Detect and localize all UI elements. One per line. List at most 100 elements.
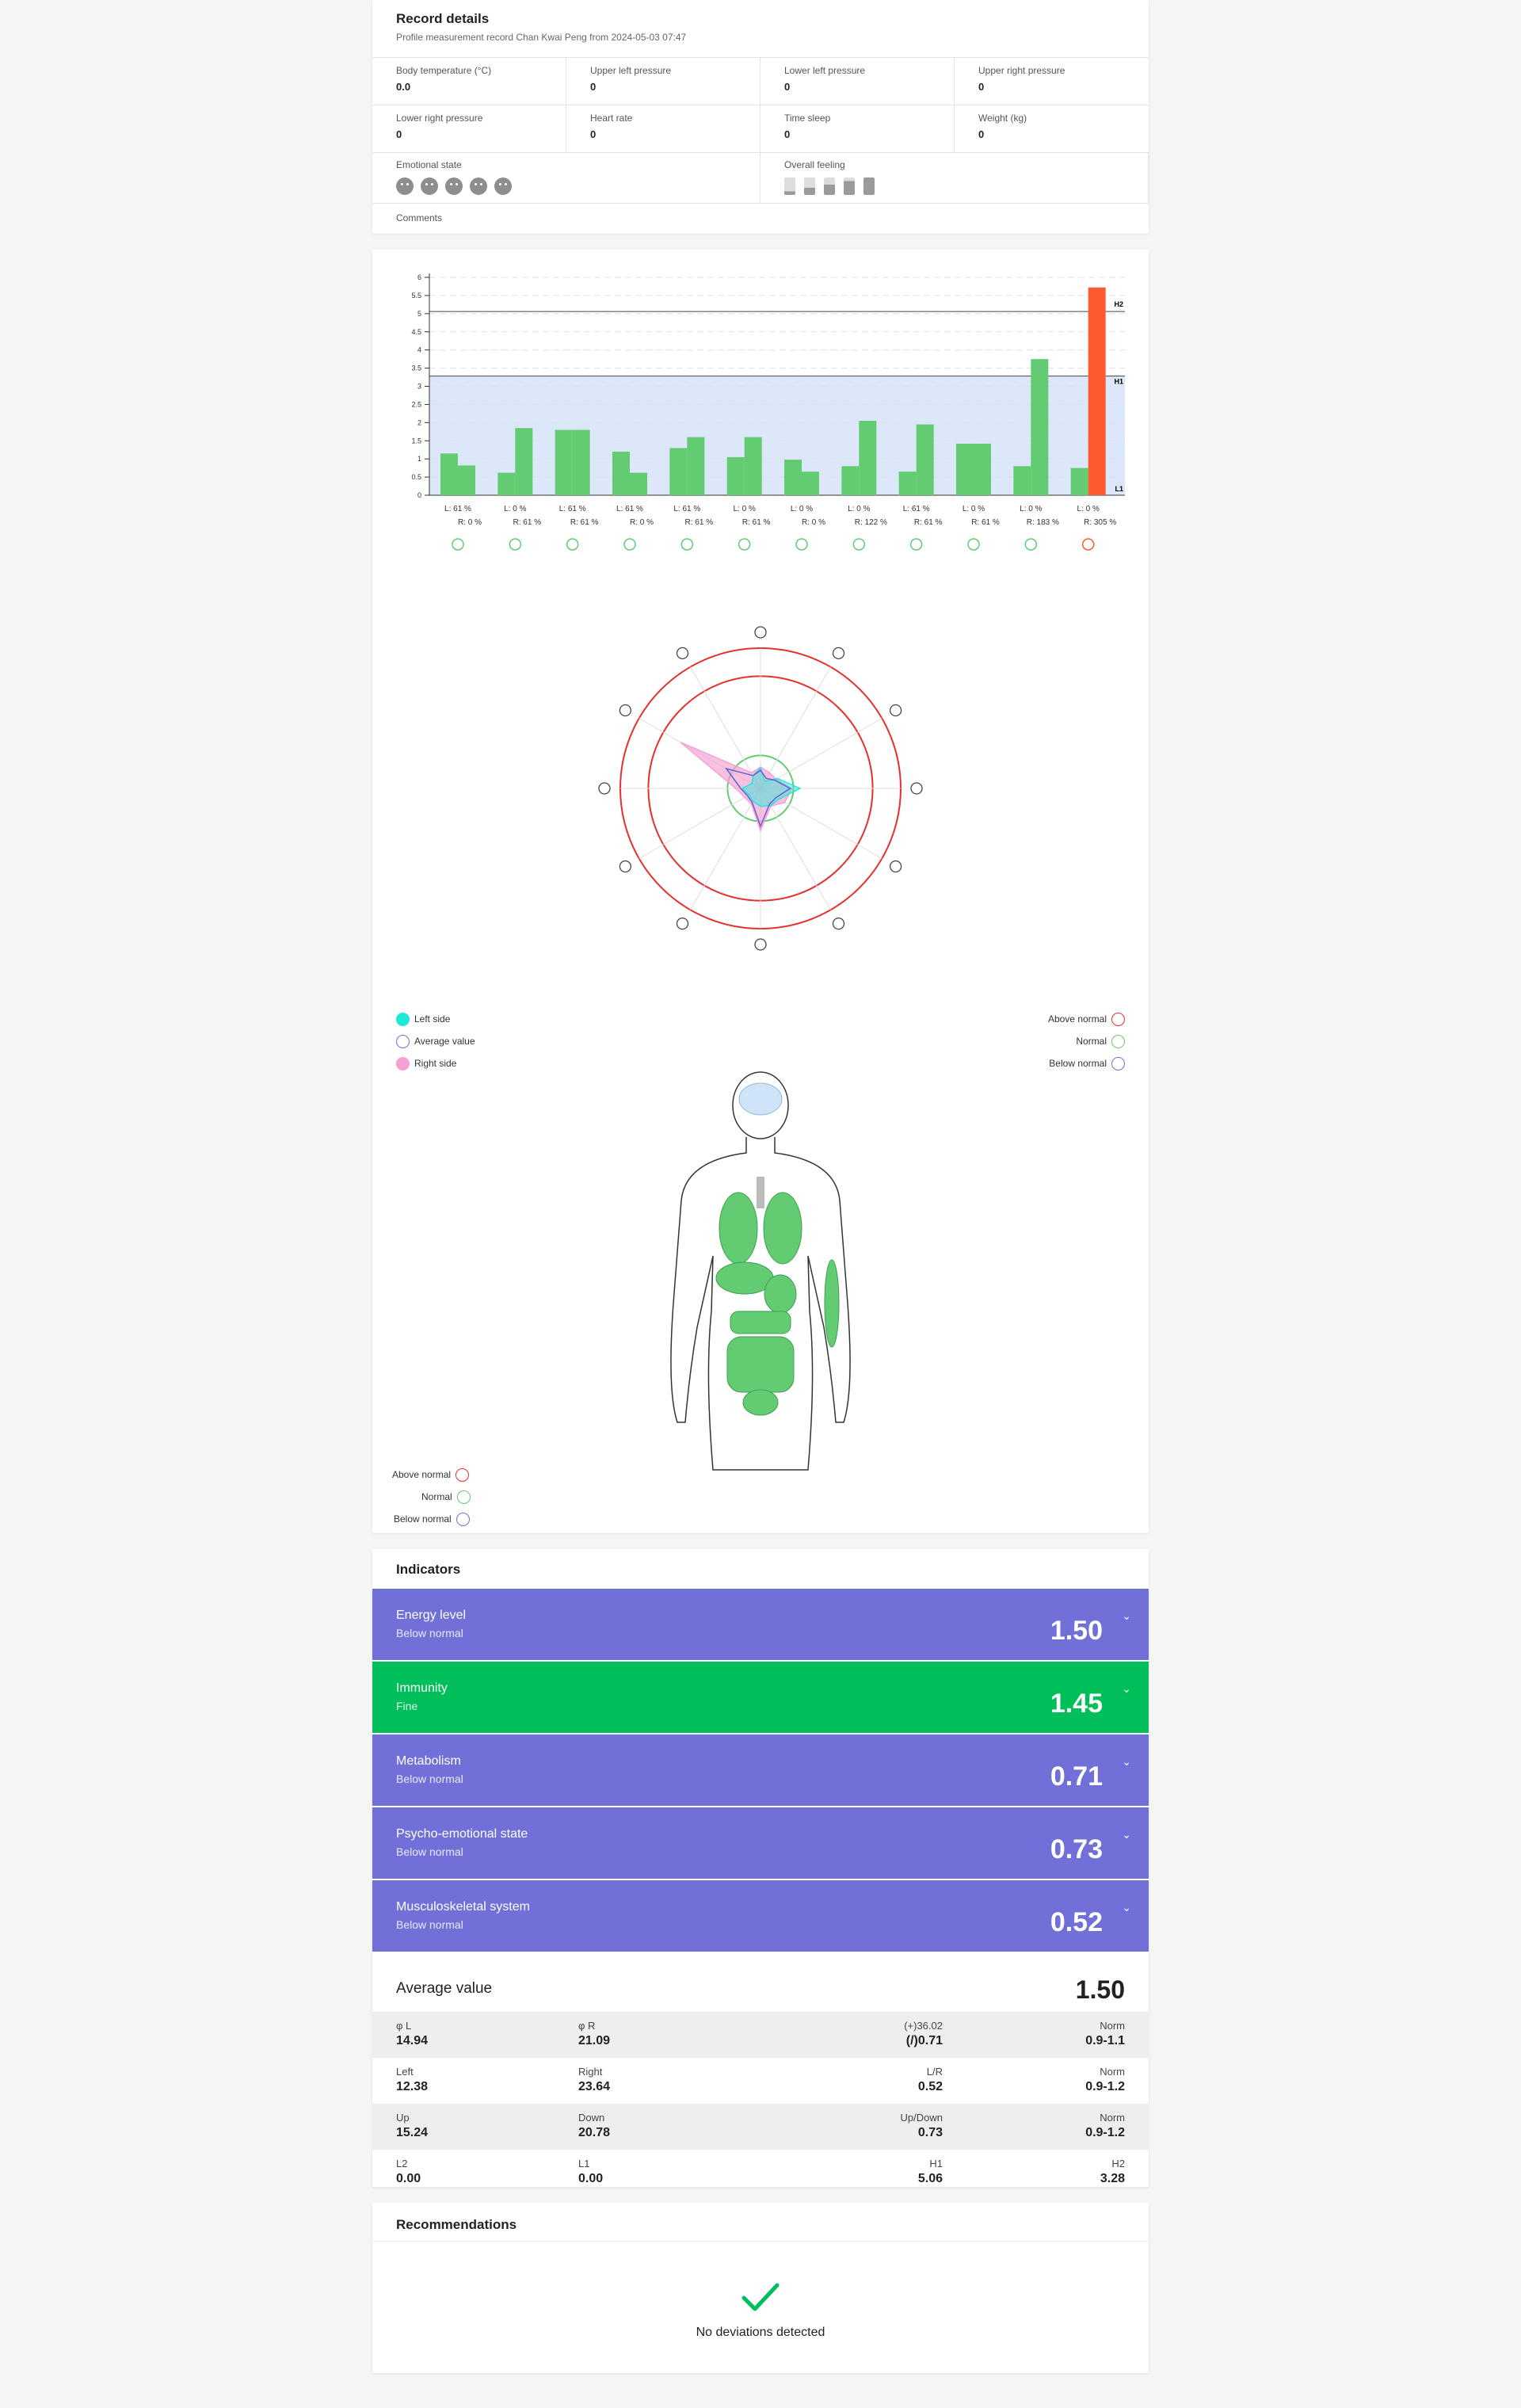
bar-right-colon — [744, 437, 762, 495]
y-tick-label: 6 — [417, 273, 421, 281]
battery-5-icon[interactable] — [863, 177, 875, 195]
bar-right-heart — [515, 428, 533, 495]
chevron-down-icon[interactable]: ⌄ — [1122, 1901, 1131, 1914]
field-weight: Weight (kg) 0 — [955, 105, 1149, 153]
y-tick-label: 0.5 — [411, 473, 421, 481]
bar-left-pancreas — [612, 452, 630, 495]
emotional-state: Emotional state — [372, 152, 760, 204]
indicator-musculoskeletal[interactable]: Musculoskeletal system Below normal 0.52 ⌄ — [372, 1880, 1149, 1952]
left-percent-label: L: 0 % — [1020, 505, 1042, 513]
radar-spoke — [760, 718, 882, 789]
stats-row-left-right: Left 12.38 Right 23.64 L/R 0.52 Norm 0.9-1.2 — [396, 2066, 1125, 2093]
stomach-organ-icon — [764, 1274, 797, 1314]
left-percent-label: L: 61 % — [903, 505, 930, 513]
y-tick-label: 1 — [417, 455, 421, 463]
left-percent-label: L: 0 % — [848, 505, 870, 513]
radar-organ-icon — [832, 917, 845, 930]
y-tick-label: 3 — [417, 383, 421, 391]
right-percent-label: R: 305 % — [1084, 518, 1116, 527]
left-percent-label: L: 61 % — [444, 505, 471, 513]
bladder-organ-icon — [742, 1389, 779, 1416]
radar-organ-icon — [889, 704, 902, 717]
bar-left-stomach — [555, 429, 573, 495]
radar-average-polygon — [724, 767, 791, 828]
legend-average-value: Average value — [396, 1033, 475, 1049]
bar-right-lungs — [458, 465, 475, 495]
left-percent-label: L: 0 % — [733, 505, 755, 513]
radar-organ-icon — [619, 704, 632, 717]
radar-organ-icon — [832, 647, 845, 660]
lungs-icon — [452, 538, 464, 551]
radar-spoke — [690, 666, 761, 789]
intestines-icon — [726, 1336, 795, 1393]
recommendations-card: Recommendations No deviations detected — [372, 2203, 1149, 2373]
gallbladder-icon — [852, 538, 866, 551]
indicator-metabolism[interactable]: Metabolism Below normal 0.71 ⌄ — [372, 1734, 1149, 1806]
body-legend-below-normal: Below normal — [392, 1511, 470, 1527]
y-tick-label: 0 — [417, 491, 421, 499]
y-tick-label: 5 — [417, 310, 421, 318]
bar-right-pancreas — [630, 472, 647, 495]
reproductive-icon — [1024, 538, 1038, 551]
very-sad-face-icon[interactable] — [396, 177, 414, 195]
battery-4-icon[interactable] — [844, 177, 855, 195]
left-percent-label: L: 0 % — [504, 505, 526, 513]
battery-2-icon[interactable] — [804, 177, 815, 195]
bar-left-small-intestine — [1070, 467, 1088, 495]
right-percent-label: R: 61 % — [570, 518, 599, 527]
sad-face-icon[interactable] — [421, 177, 438, 195]
right-percent-label: R: 0 % — [458, 518, 482, 527]
h1-label: H1 — [1114, 378, 1123, 386]
indicator-immunity[interactable]: Immunity Fine 1.45 ⌄ — [372, 1662, 1149, 1733]
stomach-icon — [566, 538, 579, 551]
radar-spoke — [690, 788, 761, 910]
muscle-arm-icon — [824, 1259, 840, 1348]
battery-1-icon[interactable] — [784, 177, 795, 195]
indicator-psycho-emotional[interactable]: Psycho-emotional state Below normal 0.73 ⌄ — [372, 1807, 1149, 1879]
chevron-down-icon[interactable]: ⌄ — [1122, 1828, 1131, 1841]
brain-icon — [738, 1082, 783, 1116]
above-normal-ring-icon — [456, 1467, 470, 1482]
y-tick-label: 4.5 — [411, 328, 421, 336]
below-normal-ring-icon — [456, 1512, 470, 1526]
right-percent-label: R: 122 % — [855, 518, 887, 527]
radar-left-polygon — [741, 766, 802, 807]
bar-left-kidneys — [784, 460, 802, 495]
normal-ring-icon — [456, 1490, 471, 1504]
legend-above-normal: Above normal — [1048, 1011, 1125, 1027]
battery-3-icon[interactable] — [824, 177, 835, 195]
h2-label: H2 — [1114, 300, 1123, 308]
right-percent-label: R: 61 % — [742, 518, 771, 527]
stats-row-up-down: Up 15.24 Down 20.78 Up/Down 0.73 Norm 0.9-1.… — [372, 2104, 1149, 2150]
radar-organ-icon — [910, 782, 923, 795]
bar-left-bladder — [956, 443, 974, 495]
neutral-face-icon[interactable] — [445, 177, 463, 195]
happy-face-icon[interactable] — [470, 177, 487, 195]
field-upper-right-pressure: Upper right pressure 0 — [955, 58, 1149, 105]
average-dot-icon — [396, 1034, 410, 1048]
legend-left-side: Left side — [396, 1011, 450, 1027]
bar-left-gallbladder — [841, 466, 860, 495]
bar-right-stomach — [572, 429, 590, 495]
chevron-down-icon[interactable]: ⌄ — [1122, 1682, 1131, 1695]
legend-normal: Normal — [1076, 1033, 1125, 1049]
chevron-down-icon[interactable]: ⌄ — [1122, 1755, 1131, 1768]
indicators-card: Indicators Energy level Below normal 1.50 ⌄… — [372, 1549, 1149, 2187]
right-percent-label: R: 183 % — [1027, 518, 1059, 527]
bar-right-liver — [916, 424, 934, 495]
pancreas-icon — [623, 538, 636, 551]
chevron-down-icon[interactable]: ⌄ — [1122, 1609, 1131, 1622]
very-happy-face-icon[interactable] — [494, 177, 512, 195]
right-lung-icon — [763, 1192, 802, 1265]
bar-left-colon — [726, 456, 745, 495]
bladder-icon — [967, 538, 980, 551]
normal-band — [429, 376, 1125, 495]
kidneys-icon — [795, 538, 808, 551]
radar-organ-icon — [676, 647, 689, 660]
chart-card: 0 0.5 1 1.5 2 2.5 3 3.5 4 4.5 5 5.5 6 H2 H1 L1 L: 61 % R:… — [372, 250, 1149, 1533]
right-side-dot-icon — [396, 1056, 410, 1070]
indicator-energy-level[interactable]: Energy level Below normal 1.50 ⌄ — [372, 1589, 1149, 1660]
body-outline — [670, 1137, 851, 1471]
immune-icon — [680, 538, 694, 551]
left-lung-icon — [719, 1192, 758, 1265]
